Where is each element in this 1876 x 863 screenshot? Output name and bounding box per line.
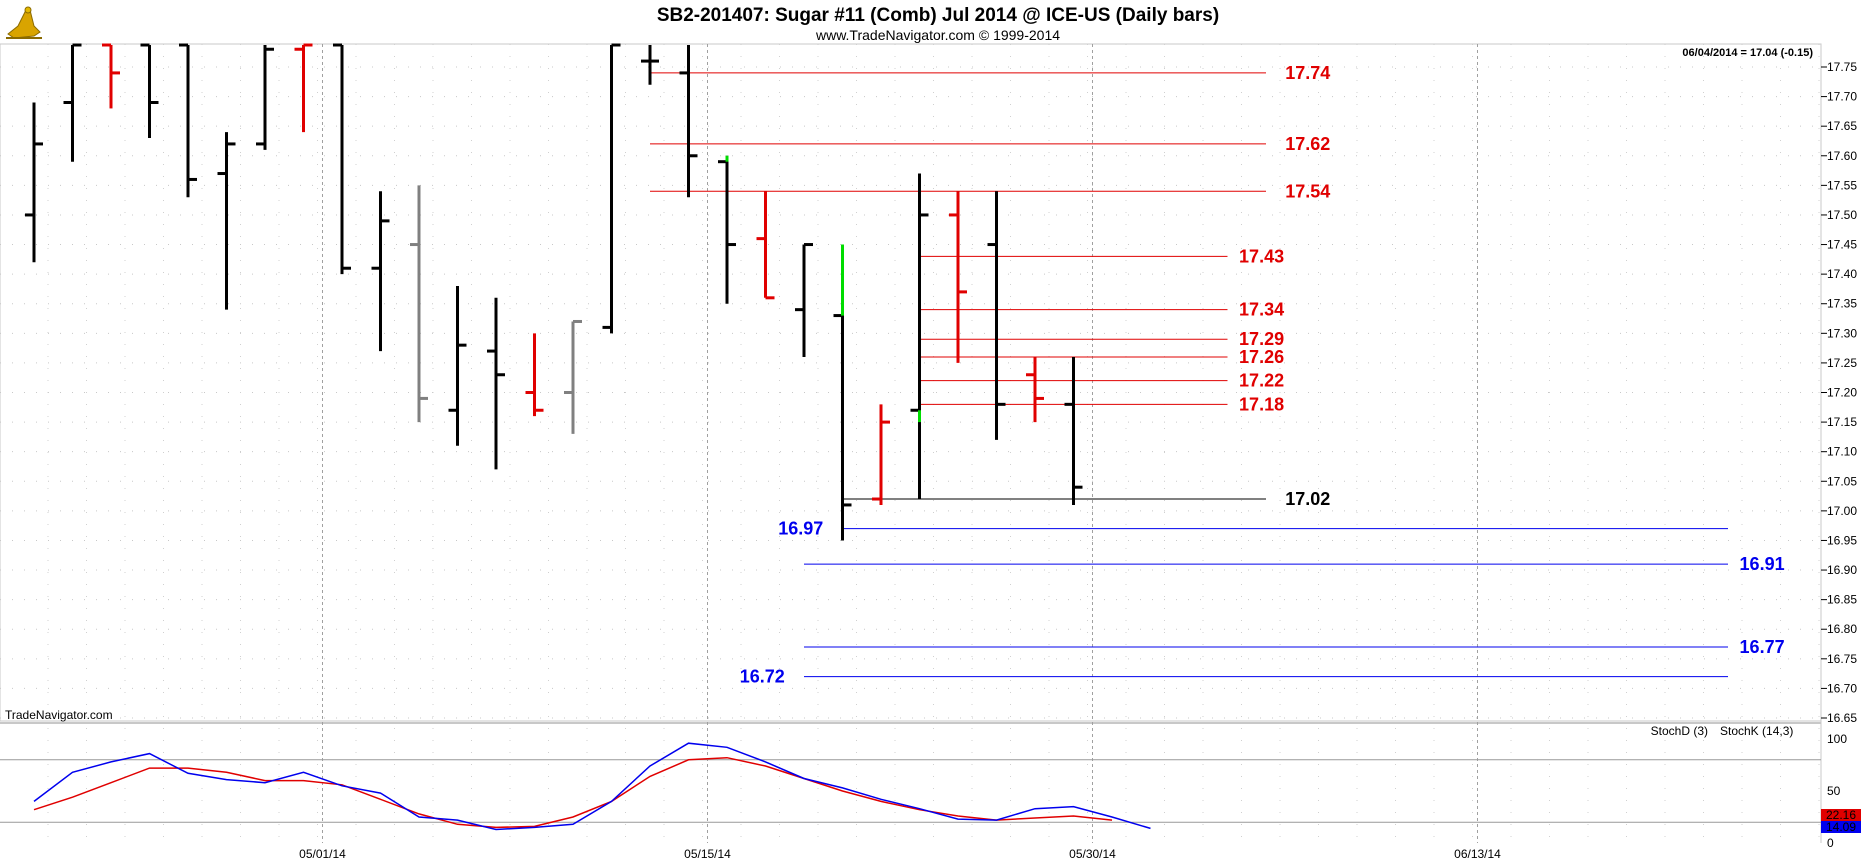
y-tick-label: 17.45 (1827, 238, 1857, 252)
logo-icon (6, 6, 42, 39)
stoch-k-value: 14.09 (1826, 820, 1856, 834)
level-label: 17.22 (1239, 371, 1284, 391)
stoch-k-line (33, 742, 1151, 831)
level-label: 17.02 (1285, 489, 1330, 509)
y-tick-label: 16.75 (1827, 652, 1857, 666)
level-label: 16.91 (1740, 554, 1785, 574)
stoch-k-badge (1821, 821, 1861, 833)
watermark-label: TradeNavigator.com (5, 708, 113, 722)
y-tick-label: 17.75 (1827, 60, 1857, 74)
y-tick-label: 17.10 (1827, 445, 1857, 459)
level-label: 17.74 (1285, 63, 1330, 83)
y-tick-label: 17.25 (1827, 356, 1857, 370)
stoch-tick-label: 100 (1827, 732, 1847, 746)
y-tick-label: 16.65 (1827, 711, 1857, 725)
chart-title: SB2-201407: Sugar #11 (Comb) Jul 2014 @ … (657, 5, 1219, 26)
price-panel-frame (0, 43, 1822, 722)
y-tick-label: 17.65 (1827, 119, 1857, 133)
stoch-tick-label: 0 (1827, 836, 1834, 850)
stoch-tick-label: 50 (1827, 784, 1841, 798)
y-tick-label: 16.80 (1827, 622, 1857, 636)
y-tick-label: 16.95 (1827, 533, 1857, 547)
level-label: 16.72 (740, 667, 785, 687)
y-tick-label: 17.20 (1827, 386, 1857, 400)
y-tick-label: 17.15 (1827, 415, 1857, 429)
y-tick-label: 17.50 (1827, 208, 1857, 222)
y-tick-label: 17.05 (1827, 474, 1857, 488)
y-tick-label: 17.70 (1827, 90, 1857, 104)
y-tick-label: 17.35 (1827, 297, 1857, 311)
stoch-k-legend: StochK (14,3) (1720, 724, 1793, 738)
level-label: 17.18 (1239, 394, 1284, 414)
x-tick-label: 05/15/14 (684, 847, 731, 861)
level-label: 17.43 (1239, 246, 1284, 266)
y-tick-label: 16.90 (1827, 563, 1857, 577)
y-tick-label: 17.00 (1827, 504, 1857, 518)
level-label: 17.62 (1285, 134, 1330, 154)
grid (0, 44, 1821, 843)
ohlc-bars (25, 43, 1083, 541)
y-tick-label: 17.60 (1827, 149, 1857, 163)
y-tick-label: 16.85 (1827, 593, 1857, 607)
y-tick-label: 16.70 (1827, 681, 1857, 695)
level-label: 17.34 (1239, 300, 1284, 320)
y-tick-label: 17.30 (1827, 326, 1857, 340)
stoch-d-legend: StochD (3) (1651, 724, 1708, 738)
x-tick-label: 05/30/14 (1069, 847, 1116, 861)
chart-subtitle: www.TradeNavigator.com © 1999-2014 (815, 27, 1060, 43)
last-value-label: 06/04/2014 = 17.04 (-0.15) (1682, 47, 1813, 59)
level-label: 17.29 (1239, 329, 1284, 349)
x-tick-label: 06/13/14 (1454, 847, 1501, 861)
level-label: 16.97 (778, 519, 823, 539)
y-tick-label: 17.55 (1827, 178, 1857, 192)
stoch-d-value: 22.16 (1826, 808, 1856, 822)
level-label: 17.26 (1239, 347, 1284, 367)
level-label: 17.54 (1285, 181, 1330, 201)
stoch-d-badge (1821, 809, 1861, 821)
chart-header: SB2-201407: Sugar #11 (Comb) Jul 2014 @ … (6, 5, 1219, 43)
y-tick-label: 17.40 (1827, 267, 1857, 281)
price-axis: 17.75 17.70 17.65 17.60 17.55 17.50 17.45 17.40… (1821, 60, 1857, 725)
date-axis: 05/01/14 05/15/14 05/30/14 06/13/14 (299, 847, 1501, 861)
level-label: 16.77 (1740, 637, 1785, 657)
x-tick-label: 05/01/14 (299, 847, 346, 861)
